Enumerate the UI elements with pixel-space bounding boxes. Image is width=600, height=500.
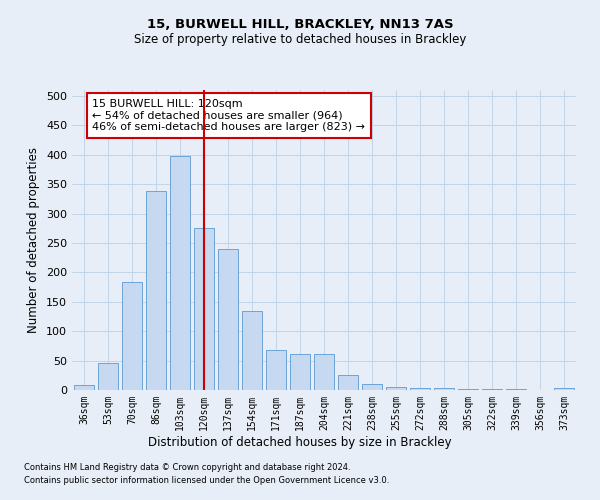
Text: 15 BURWELL HILL: 120sqm
← 54% of detached houses are smaller (964)
46% of semi-d: 15 BURWELL HILL: 120sqm ← 54% of detache… (92, 99, 365, 132)
Bar (290, 354, 310, 390)
Bar (218, 249, 238, 390)
Bar (434, 388, 454, 390)
Bar (410, 388, 430, 390)
Bar (386, 387, 406, 390)
Text: Distribution of detached houses by size in Brackley: Distribution of detached houses by size … (148, 436, 452, 449)
Bar (314, 354, 334, 390)
Bar (98, 363, 118, 390)
Bar (338, 376, 358, 390)
Bar (242, 310, 262, 390)
Bar (194, 228, 214, 390)
Bar (458, 389, 478, 390)
Text: Contains public sector information licensed under the Open Government Licence v3: Contains public sector information licen… (24, 476, 389, 485)
Y-axis label: Number of detached properties: Number of detached properties (28, 147, 40, 333)
Bar (122, 282, 142, 390)
Bar (170, 156, 190, 390)
Bar (146, 191, 166, 390)
Text: 15, BURWELL HILL, BRACKLEY, NN13 7AS: 15, BURWELL HILL, BRACKLEY, NN13 7AS (146, 18, 454, 30)
Text: Contains HM Land Registry data © Crown copyright and database right 2024.: Contains HM Land Registry data © Crown c… (24, 464, 350, 472)
Bar (266, 350, 286, 390)
Bar (74, 386, 94, 390)
Bar (554, 388, 574, 390)
Bar (362, 384, 382, 390)
Text: Size of property relative to detached houses in Brackley: Size of property relative to detached ho… (134, 32, 466, 46)
